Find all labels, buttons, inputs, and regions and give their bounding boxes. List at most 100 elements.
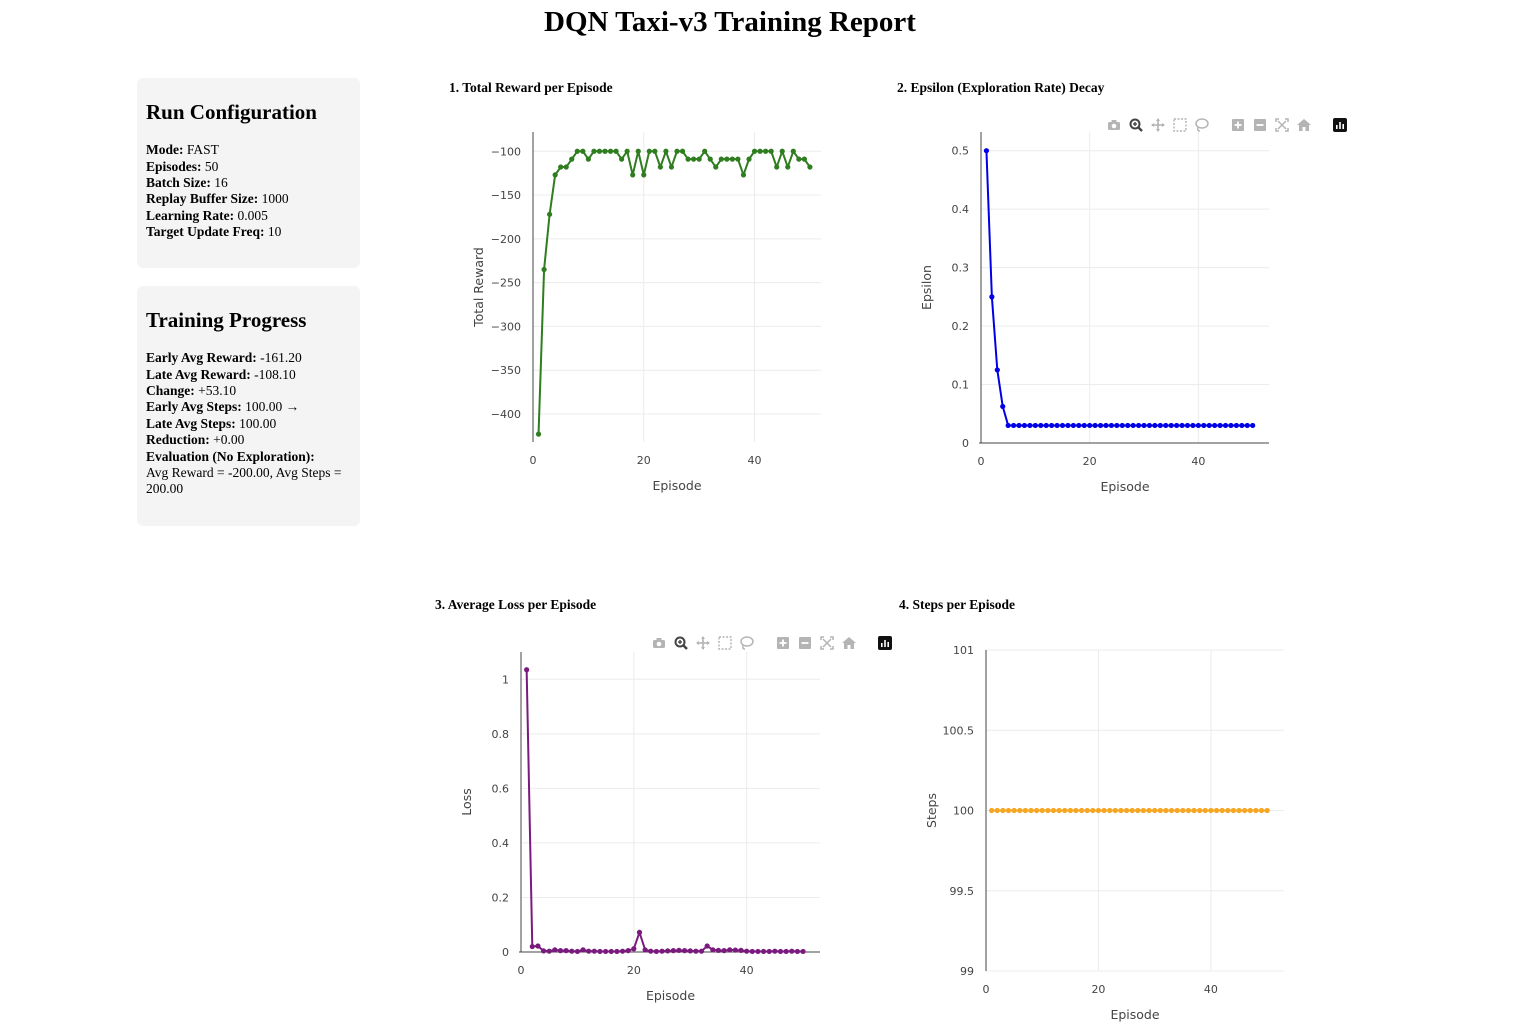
data-point[interactable] [580, 148, 586, 154]
zoom-icon[interactable] [673, 635, 689, 651]
data-point[interactable] [1022, 807, 1028, 814]
data-point[interactable] [1081, 422, 1087, 429]
data-point[interactable] [698, 948, 705, 954]
data-point[interactable] [760, 948, 767, 955]
data-point[interactable] [779, 148, 785, 154]
data-point[interactable] [613, 148, 619, 154]
steps-per-episode-chart[interactable]: 0 20 40 99 99.5 100 100.5 101 Episode Steps [920, 644, 1290, 1024]
data-point[interactable] [1130, 422, 1136, 429]
data-point[interactable] [642, 947, 648, 953]
data-point[interactable] [1222, 422, 1229, 429]
data-point[interactable] [1253, 807, 1259, 814]
zoom-in-icon[interactable] [775, 635, 791, 651]
data-point[interactable] [1250, 422, 1256, 429]
data-point[interactable] [749, 948, 755, 955]
data-point[interactable] [1028, 807, 1034, 814]
pan-icon[interactable] [695, 635, 711, 651]
data-point[interactable] [563, 948, 569, 954]
data-point[interactable] [1146, 807, 1152, 814]
data-point[interactable] [1114, 422, 1120, 429]
data-point[interactable] [1197, 807, 1203, 814]
data-point[interactable] [1119, 422, 1125, 429]
data-point[interactable] [1123, 807, 1130, 814]
data-point[interactable] [1059, 422, 1066, 429]
data-point[interactable] [685, 156, 691, 162]
data-point[interactable] [1062, 807, 1068, 814]
lasso-select-icon[interactable] [1194, 117, 1210, 133]
data-point[interactable] [1146, 422, 1153, 429]
data-point[interactable] [676, 947, 682, 953]
data-point[interactable] [1017, 807, 1023, 814]
data-point[interactable] [757, 148, 763, 154]
data-point[interactable] [679, 148, 686, 154]
data-point[interactable] [1043, 422, 1049, 429]
data-point[interactable] [766, 948, 772, 955]
data-point[interactable] [580, 947, 586, 953]
data-point[interactable] [1208, 807, 1214, 814]
box-select-icon[interactable] [717, 635, 733, 651]
data-point[interactable] [574, 948, 581, 955]
data-point[interactable] [800, 948, 806, 955]
data-point[interactable] [1027, 422, 1033, 429]
data-point[interactable] [558, 164, 564, 170]
data-point[interactable] [682, 948, 688, 954]
data-point[interactable] [1140, 807, 1147, 814]
plotly-logo-icon[interactable] [877, 635, 893, 651]
data-point[interactable] [691, 156, 697, 162]
data-point[interactable] [687, 948, 693, 954]
data-point[interactable] [1067, 807, 1073, 814]
data-point[interactable] [563, 164, 569, 170]
data-point[interactable] [607, 148, 614, 154]
zoom-out-icon[interactable] [1252, 117, 1268, 133]
data-point[interactable] [1103, 422, 1109, 429]
data-point[interactable] [619, 948, 626, 954]
data-point[interactable] [1039, 807, 1045, 814]
data-point[interactable] [729, 156, 735, 162]
data-point[interactable] [541, 266, 547, 273]
lasso-select-icon[interactable] [739, 635, 755, 651]
data-point[interactable] [751, 148, 758, 154]
data-point[interactable] [1244, 422, 1250, 429]
data-point[interactable] [1202, 807, 1208, 814]
data-point[interactable] [1195, 422, 1201, 429]
data-point[interactable] [624, 148, 630, 154]
data-point[interactable] [1087, 422, 1093, 429]
data-point[interactable] [1050, 807, 1057, 814]
zoom-icon[interactable] [1128, 117, 1144, 133]
data-point[interactable] [796, 156, 802, 162]
data-point[interactable] [1135, 422, 1142, 429]
data-point[interactable] [668, 164, 675, 170]
data-point[interactable] [794, 948, 801, 955]
data-point[interactable] [1174, 807, 1180, 814]
data-point[interactable] [1191, 807, 1197, 814]
data-point[interactable] [1225, 807, 1231, 814]
data-point[interactable] [591, 948, 597, 954]
data-point[interactable] [1092, 422, 1098, 429]
data-point[interactable] [740, 172, 747, 178]
data-point[interactable] [989, 294, 995, 300]
data-point[interactable] [619, 156, 625, 162]
data-point[interactable] [1078, 807, 1085, 814]
data-point[interactable] [718, 156, 724, 162]
data-point[interactable] [1190, 422, 1196, 429]
data-point[interactable] [1233, 422, 1239, 429]
epsilon-decay-chart[interactable]: 0 20 40 0 0.1 0.2 0.3 0.4 0.5 Episode Epsilon [915, 128, 1275, 498]
data-point[interactable] [659, 948, 665, 954]
autoscale-icon[interactable] [819, 635, 835, 651]
data-point[interactable] [702, 148, 708, 154]
data-point[interactable] [1135, 807, 1141, 814]
data-point[interactable] [597, 948, 603, 955]
data-point[interactable] [732, 947, 738, 953]
reset-axes-icon[interactable] [841, 635, 857, 651]
reset-axes-icon[interactable] [1296, 117, 1312, 133]
data-point[interactable] [1163, 422, 1169, 429]
data-point[interactable] [789, 948, 795, 954]
data-point[interactable] [648, 948, 654, 954]
data-point[interactable] [724, 156, 730, 162]
data-point[interactable] [1230, 807, 1236, 814]
data-point[interactable] [1213, 807, 1220, 814]
data-point[interactable] [614, 948, 620, 955]
data-point[interactable] [1258, 807, 1265, 814]
data-point[interactable] [768, 148, 774, 154]
data-point[interactable] [596, 148, 603, 154]
